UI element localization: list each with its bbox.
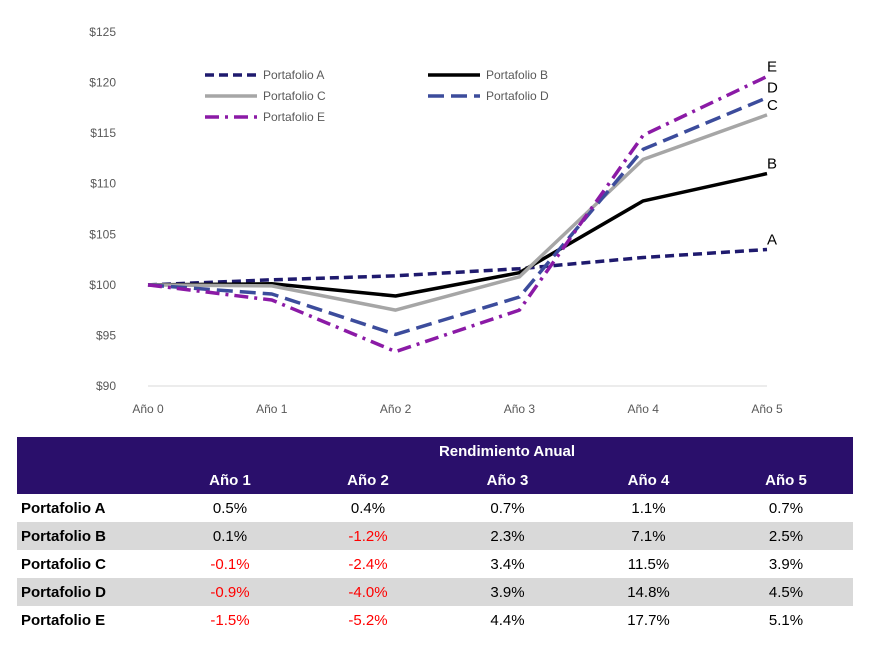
- y-tick-label: $100: [89, 278, 116, 292]
- table-row: Portafolio D -0.9% -4.0% 3.9% 14.8% 4.5%: [17, 578, 854, 606]
- table-row: Portafolio A 0.5% 0.4% 0.7% 1.1% 0.7%: [17, 494, 853, 522]
- table-cell: 11.5%: [627, 555, 670, 573]
- table-cell: 7.1%: [578, 522, 719, 550]
- y-tick-label: $120: [89, 76, 116, 90]
- table-header-blank: [17, 466, 161, 494]
- table-cell: 1.1%: [631, 499, 666, 517]
- table-row: Portafolio B 0.1% -1.2% 2.3% 7.1% 2.5%: [17, 522, 854, 550]
- x-tick-label: Año 1: [256, 402, 288, 416]
- series-end-label: B: [767, 156, 777, 173]
- column-header: Año 5: [719, 466, 854, 494]
- table-cell: -5.2%: [348, 611, 388, 629]
- legend-label: Portafolio C: [263, 89, 326, 103]
- table-cell: 0.1%: [161, 522, 299, 550]
- table-cell: -2.4%: [348, 555, 388, 573]
- series-end-label: C: [767, 97, 778, 114]
- series-end-label: A: [767, 231, 777, 248]
- column-header: Año 4: [578, 466, 719, 494]
- legend-label: Portafolio A: [263, 68, 324, 82]
- legend-label: Portafolio E: [263, 110, 325, 124]
- table-row: Portafolio E -1.5% -5.2% 4.4% 17.7% 5.1%: [17, 606, 853, 634]
- legend: Portafolio A Portafolio B Portafolio C Port…: [205, 68, 549, 124]
- x-tick-label: Año 2: [380, 402, 412, 416]
- series-line: [147, 247, 768, 287]
- table-body: Portafolio A 0.5% 0.4% 0.7% 1.1% 0.7% Portafol…: [17, 494, 854, 634]
- table-header-row: Año 1 Año 2 Año 3 Año 4 Año 5: [17, 466, 854, 494]
- table-title-row: Rendimiento Anual: [17, 437, 854, 466]
- series-line: [147, 74, 768, 354]
- series-end-label: E: [767, 59, 777, 76]
- y-axis: $90 $95 $100 $105 $110 $115 $120 $125: [89, 25, 116, 393]
- series-line: [147, 96, 768, 337]
- end-labels: A B CDE: [767, 59, 778, 249]
- y-tick-label: $115: [90, 126, 116, 140]
- table-cell: 0.7%: [768, 499, 804, 517]
- y-tick-label: $95: [96, 328, 116, 342]
- annual-return-table: Rendimiento Anual Año 1 Año 2 Año 3 Año …: [17, 437, 854, 634]
- table-cell: 2.3%: [437, 522, 578, 550]
- column-header: Año 3: [437, 466, 578, 494]
- x-tick-label: Año 3: [504, 402, 536, 416]
- table-cell: 3.9%: [437, 578, 578, 606]
- y-tick-label: $90: [96, 379, 116, 393]
- table-cell: -1.5%: [210, 611, 250, 629]
- table-cell: 14.8%: [578, 578, 719, 606]
- y-tick-label: $125: [89, 25, 116, 39]
- table-cell: 3.9%: [768, 555, 804, 573]
- table-cell: 0.4%: [350, 499, 386, 517]
- table-cell: 3.4%: [490, 555, 525, 573]
- x-tick-label: Año 0: [132, 402, 164, 416]
- legend-label: Portafolio B: [486, 68, 548, 82]
- x-tick-label: Año 4: [628, 402, 660, 416]
- line-chart: $90$95$100$105$110$115$120$125 Año 0 Año …: [89, 25, 783, 416]
- table-cell: 4.4%: [490, 611, 525, 629]
- series-layer: [147, 74, 768, 354]
- y-tick-label: $110: [90, 177, 116, 191]
- row-label: Portafolio E: [21, 611, 106, 629]
- x-tick-label: Año 5: [751, 402, 783, 416]
- table-title: Rendimiento Anual: [161, 437, 854, 466]
- x-axis: Año 0 Año 1 Año 2 Año 3 Año 4 Año 5: [132, 402, 783, 416]
- y-tick-label: $105: [89, 227, 116, 241]
- column-header: Año 2: [299, 466, 437, 494]
- table-cell: -0.9%: [161, 578, 299, 606]
- table-cell: 2.5%: [719, 522, 854, 550]
- series-end-label: D: [767, 80, 778, 97]
- table-row: Portafolio C -0.1% -2.4% 3.4% 11.5% 3.9%: [17, 550, 853, 578]
- table-cell: 0.7%: [490, 499, 525, 517]
- table-cell: -4.0%: [299, 578, 437, 606]
- row-label: Portafolio A: [21, 499, 106, 517]
- table-cell: 0.5%: [212, 499, 248, 517]
- table-cell: -0.1%: [210, 555, 250, 573]
- series-line: [147, 171, 768, 298]
- row-label: Portafolio B: [17, 522, 161, 550]
- row-label: Portafolio D: [17, 578, 161, 606]
- table-cell: 5.1%: [768, 611, 804, 629]
- table-corner: [17, 437, 161, 466]
- table-cell: 4.5%: [719, 578, 854, 606]
- series-line: [147, 113, 768, 312]
- row-label: Portafolio C: [21, 555, 106, 573]
- legend-label: Portafolio D: [486, 89, 549, 103]
- table-cell: 17.7%: [627, 611, 670, 629]
- table-cell: -1.2%: [299, 522, 437, 550]
- column-header: Año 1: [161, 466, 299, 494]
